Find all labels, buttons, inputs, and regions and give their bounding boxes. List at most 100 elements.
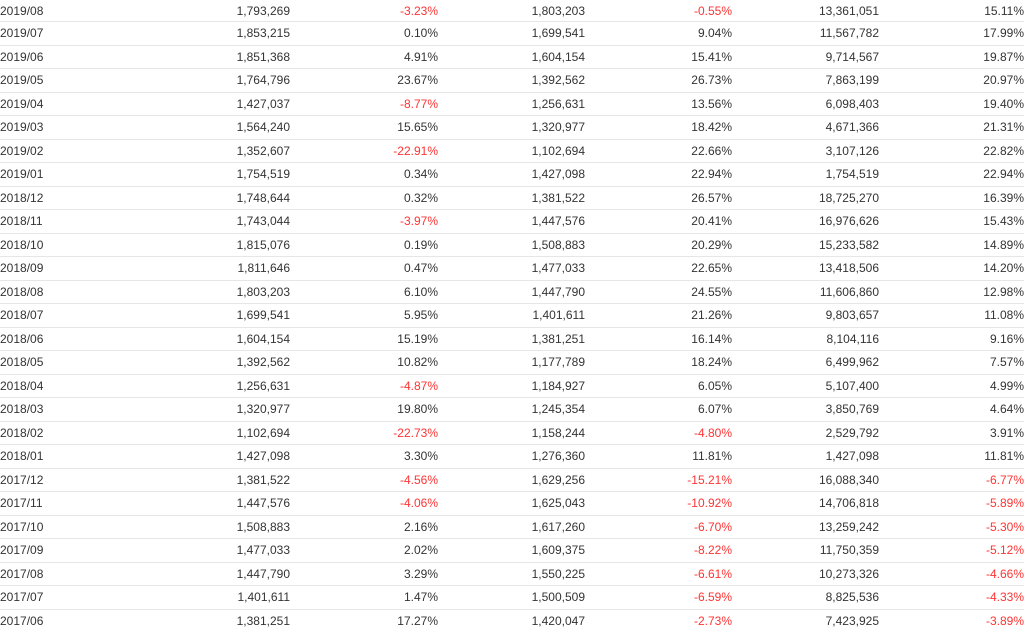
cumulative-revenue-cell: 8,104,116 bbox=[732, 327, 879, 351]
last-year-revenue-cell: 1,256,631 bbox=[438, 92, 585, 116]
monthly-revenue-cell: 1,381,522 bbox=[101, 468, 290, 492]
cumulative-revenue-cell: 14,706,818 bbox=[732, 491, 879, 516]
mom-change-cell: 3.29% bbox=[290, 562, 438, 586]
cumulative-revenue-cell: 5,107,400 bbox=[732, 374, 879, 398]
month-cell: 2018/04 bbox=[0, 374, 101, 398]
last-year-revenue-cell: 1,381,251 bbox=[438, 327, 585, 351]
month-cell: 2018/08 bbox=[0, 280, 101, 304]
mom-change-cell: 0.32% bbox=[290, 186, 438, 210]
monthly-revenue-cell: 1,320,977 bbox=[101, 397, 290, 422]
cumulative-yoy-change-cell: 17.99% bbox=[879, 21, 1024, 46]
cumulative-revenue-cell: 18,725,270 bbox=[732, 186, 879, 210]
yoy-change-cell: 24.55% bbox=[585, 280, 732, 304]
cumulative-yoy-change-cell: -5.12% bbox=[879, 538, 1024, 563]
yoy-change-cell: 18.42% bbox=[585, 115, 732, 140]
table-row: 2019/04 1,427,037 -8.77% 1,256,631 13.56% 6,0… bbox=[0, 92, 1024, 116]
yoy-change-cell: -8.22% bbox=[585, 538, 732, 563]
table-row: 2019/08 1,793,269 -3.23% 1,803,203 -0.55% 13,… bbox=[0, 0, 1024, 22]
monthly-revenue-cell: 1,352,607 bbox=[101, 139, 290, 163]
cumulative-revenue-cell: 10,273,326 bbox=[732, 562, 879, 586]
last-year-revenue-cell: 1,320,977 bbox=[438, 115, 585, 140]
month-cell: 2019/08 bbox=[0, 0, 101, 22]
monthly-revenue-cell: 1,401,611 bbox=[101, 585, 290, 610]
month-cell: 2019/07 bbox=[0, 21, 101, 46]
cumulative-revenue-cell: 9,803,657 bbox=[732, 303, 879, 328]
mom-change-cell: 6.10% bbox=[290, 280, 438, 304]
mom-change-cell: 2.02% bbox=[290, 538, 438, 563]
last-year-revenue-cell: 1,625,043 bbox=[438, 491, 585, 516]
month-cell: 2017/12 bbox=[0, 468, 101, 492]
month-cell: 2017/10 bbox=[0, 515, 101, 539]
last-year-revenue-cell: 1,803,203 bbox=[438, 0, 585, 22]
monthly-revenue-cell: 1,102,694 bbox=[101, 421, 290, 445]
cumulative-revenue-cell: 8,825,536 bbox=[732, 585, 879, 610]
last-year-revenue-cell: 1,177,789 bbox=[438, 350, 585, 375]
last-year-revenue-cell: 1,392,562 bbox=[438, 68, 585, 93]
table-row: 2018/06 1,604,154 15.19% 1,381,251 16.14% 8,1… bbox=[0, 327, 1024, 351]
yoy-change-cell: 15.41% bbox=[585, 45, 732, 69]
last-year-revenue-cell: 1,276,360 bbox=[438, 444, 585, 469]
cumulative-yoy-change-cell: 22.94% bbox=[879, 162, 1024, 187]
mom-change-cell: 1.47% bbox=[290, 585, 438, 610]
yoy-change-cell: 9.04% bbox=[585, 21, 732, 46]
last-year-revenue-cell: 1,102,694 bbox=[438, 139, 585, 163]
month-cell: 2018/12 bbox=[0, 186, 101, 210]
yoy-change-cell: -15.21% bbox=[585, 468, 732, 492]
cumulative-yoy-change-cell: 15.43% bbox=[879, 209, 1024, 234]
mom-change-cell: 4.91% bbox=[290, 45, 438, 69]
mom-change-cell: 15.65% bbox=[290, 115, 438, 140]
mom-change-cell: -8.77% bbox=[290, 92, 438, 116]
mom-change-cell: 0.19% bbox=[290, 233, 438, 257]
yoy-change-cell: -0.55% bbox=[585, 0, 732, 22]
table-row: 2018/12 1,748,644 0.32% 1,381,522 26.57% 18,7… bbox=[0, 186, 1024, 210]
mom-change-cell: 10.82% bbox=[290, 350, 438, 375]
mom-change-cell: 0.47% bbox=[290, 256, 438, 281]
cumulative-yoy-change-cell: 14.20% bbox=[879, 256, 1024, 281]
monthly-revenue-cell: 1,447,576 bbox=[101, 491, 290, 516]
cumulative-revenue-cell: 13,361,051 bbox=[732, 0, 879, 22]
yoy-change-cell: -6.59% bbox=[585, 585, 732, 610]
table-row: 2019/06 1,851,368 4.91% 1,604,154 15.41% 9,71… bbox=[0, 45, 1024, 69]
last-year-revenue-cell: 1,604,154 bbox=[438, 45, 585, 69]
mom-change-cell: 3.30% bbox=[290, 444, 438, 469]
monthly-revenue-cell: 1,764,796 bbox=[101, 68, 290, 93]
yoy-change-cell: 21.26% bbox=[585, 303, 732, 328]
month-cell: 2017/07 bbox=[0, 585, 101, 610]
mom-change-cell: -22.91% bbox=[290, 139, 438, 163]
monthly-revenue-cell: 1,427,098 bbox=[101, 444, 290, 469]
yoy-change-cell: 22.94% bbox=[585, 162, 732, 187]
yoy-change-cell: -6.61% bbox=[585, 562, 732, 586]
cumulative-yoy-change-cell: 19.40% bbox=[879, 92, 1024, 116]
cumulative-yoy-change-cell: -6.77% bbox=[879, 468, 1024, 492]
table-row: 2019/02 1,352,607 -22.91% 1,102,694 22.66% 3,… bbox=[0, 139, 1024, 163]
monthly-revenue-cell: 1,811,646 bbox=[101, 256, 290, 281]
table-row: 2017/09 1,477,033 2.02% 1,609,375 -8.22% 11,7… bbox=[0, 538, 1024, 563]
mom-change-cell: 5.95% bbox=[290, 303, 438, 328]
month-cell: 2018/05 bbox=[0, 350, 101, 375]
cumulative-revenue-cell: 13,259,242 bbox=[732, 515, 879, 539]
cumulative-yoy-change-cell: 11.08% bbox=[879, 303, 1024, 328]
last-year-revenue-cell: 1,508,883 bbox=[438, 233, 585, 257]
monthly-revenue-cell: 1,564,240 bbox=[101, 115, 290, 140]
cumulative-revenue-cell: 6,499,962 bbox=[732, 350, 879, 375]
month-cell: 2017/08 bbox=[0, 562, 101, 586]
last-year-revenue-cell: 1,427,098 bbox=[438, 162, 585, 187]
table-row: 2018/02 1,102,694 -22.73% 1,158,244 -4.80% 2,… bbox=[0, 421, 1024, 445]
monthly-revenue-cell: 1,508,883 bbox=[101, 515, 290, 539]
table-row: 2018/11 1,743,044 -3.97% 1,447,576 20.41% 16,… bbox=[0, 209, 1024, 234]
cumulative-yoy-change-cell: 3.91% bbox=[879, 421, 1024, 445]
cumulative-yoy-change-cell: 20.97% bbox=[879, 68, 1024, 93]
last-year-revenue-cell: 1,550,225 bbox=[438, 562, 585, 586]
last-year-revenue-cell: 1,184,927 bbox=[438, 374, 585, 398]
table-row: 2018/03 1,320,977 19.80% 1,245,354 6.07% 3,85… bbox=[0, 397, 1024, 422]
last-year-revenue-cell: 1,629,256 bbox=[438, 468, 585, 492]
last-year-revenue-cell: 1,617,260 bbox=[438, 515, 585, 539]
month-cell: 2019/01 bbox=[0, 162, 101, 187]
cumulative-revenue-cell: 7,863,199 bbox=[732, 68, 879, 93]
last-year-revenue-cell: 1,245,354 bbox=[438, 397, 585, 422]
last-year-revenue-cell: 1,500,509 bbox=[438, 585, 585, 610]
month-cell: 2018/10 bbox=[0, 233, 101, 257]
cumulative-yoy-change-cell: 16.39% bbox=[879, 186, 1024, 210]
